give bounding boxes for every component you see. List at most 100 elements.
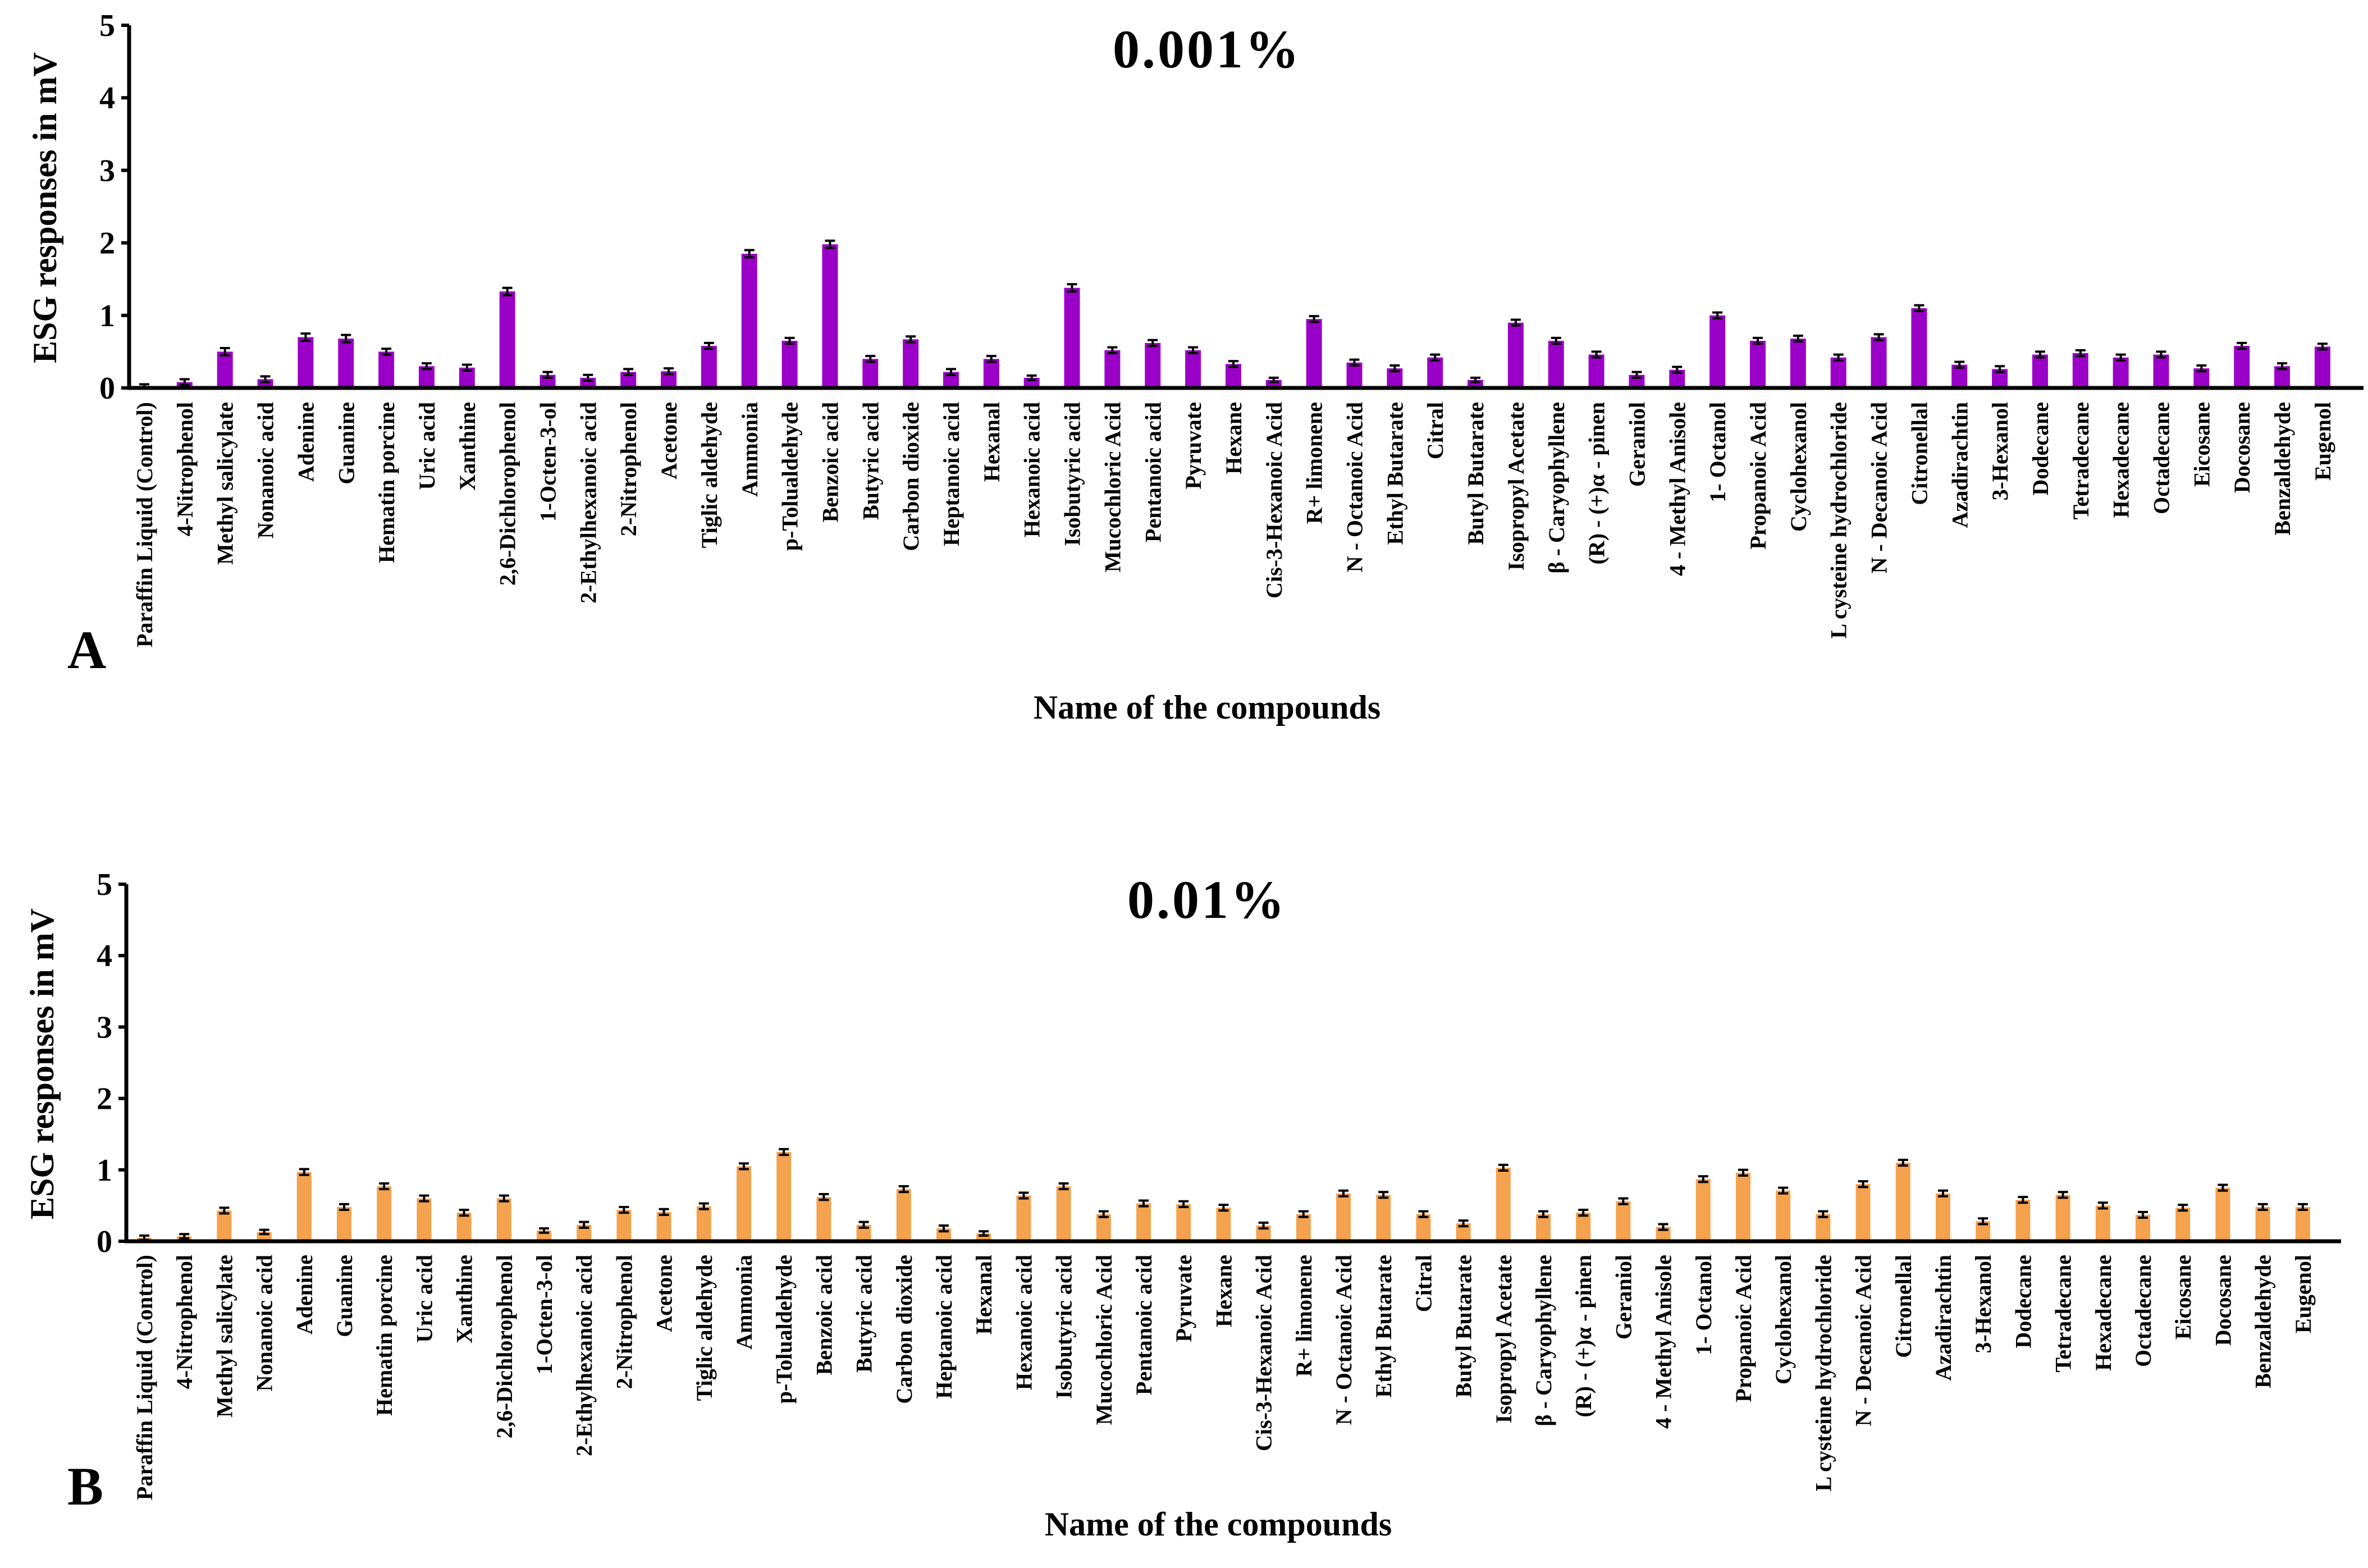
bar bbox=[1185, 350, 1201, 388]
x-tick-label: Propanoic Acid bbox=[1745, 402, 1771, 550]
x-tick-label: Butyric acid bbox=[852, 1255, 877, 1373]
x-tick-label: Isopropyl Acetate bbox=[1491, 1255, 1516, 1423]
x-tick-label: Eugenol bbox=[2310, 402, 2335, 481]
x-tick-label: Pyruvate bbox=[1171, 1255, 1196, 1342]
bar bbox=[2295, 1206, 2310, 1241]
x-tick-label: Ammonia bbox=[737, 402, 762, 497]
x-tick-label: Paraffin Liquid (Control) bbox=[132, 402, 157, 647]
x-tick-label: R+ limonene bbox=[1291, 1255, 1316, 1377]
bar bbox=[1016, 1195, 1031, 1241]
x-tick-label: Eugenol bbox=[2291, 1255, 2316, 1333]
y-axis-ticks: 0 1 2 3 4 5 bbox=[97, 867, 126, 1259]
category-labels: Paraffin Liquid (Control) 4-Nitrophenol Me… bbox=[132, 1255, 2316, 1500]
chart-title: 0.001% bbox=[1113, 19, 1301, 79]
bar bbox=[2095, 1205, 2110, 1241]
bar bbox=[1911, 308, 1927, 388]
x-tick-label: Adenine bbox=[292, 1255, 317, 1334]
x-tick-label: Hexanoic acid bbox=[1011, 1255, 1036, 1390]
x-tick-label: Tiglic aldehyde bbox=[692, 1255, 717, 1401]
bar bbox=[1496, 1167, 1511, 1241]
x-tick-label: Cis-3-Hexanoic Acid bbox=[1251, 1255, 1277, 1451]
bar bbox=[2215, 1187, 2230, 1241]
x-tick-label: 1- Octanol bbox=[1691, 1255, 1716, 1355]
y-tick-label: 3 bbox=[97, 1010, 112, 1045]
panel-b: 0.01% B ESG responses in mV Name of the … bbox=[24, 867, 2341, 1543]
bar bbox=[337, 1206, 351, 1241]
y-tick-label: 1 bbox=[97, 1153, 112, 1188]
x-tick-label: Guanine bbox=[333, 402, 359, 484]
bar bbox=[1588, 354, 1604, 388]
bar bbox=[2113, 357, 2129, 388]
bars bbox=[136, 239, 2330, 389]
bar bbox=[701, 346, 717, 388]
x-tick-label: Cyclohexanol bbox=[1786, 402, 1811, 532]
bar bbox=[1855, 1184, 1871, 1241]
x-tick-label: Methyl salicylate bbox=[213, 402, 238, 565]
x-tick-label: Hexadecane bbox=[2091, 1255, 2116, 1371]
y-tick-label: 4 bbox=[97, 939, 112, 973]
x-tick-label: Hematin porcine bbox=[374, 402, 399, 563]
x-tick-label: N - Decanoic Acid bbox=[1867, 402, 1892, 574]
x-tick-label: 4 - Methyl Anisole bbox=[1665, 402, 1690, 576]
x-tick-label: Ethyl Butarate bbox=[1371, 1255, 1396, 1397]
x-tick-label: Benzoic acid bbox=[811, 1255, 836, 1375]
bar bbox=[2175, 1208, 2191, 1241]
x-tick-label: Citral bbox=[1423, 402, 1448, 459]
x-tick-label: Heptanoic acid bbox=[931, 1255, 957, 1399]
x-tick-label: Mucochloric Acid bbox=[1091, 1255, 1117, 1425]
y-tick-label: 5 bbox=[97, 867, 112, 902]
bar bbox=[1296, 1214, 1311, 1241]
x-tick-label: 1-Octen-3-ol bbox=[532, 1255, 557, 1374]
bar bbox=[1336, 1193, 1351, 1241]
x-tick-label: Carbon dioxide bbox=[898, 402, 924, 551]
x-axis-title: Name of the compounds bbox=[1034, 689, 1380, 726]
bar bbox=[776, 1152, 792, 1241]
bar bbox=[1709, 315, 1726, 388]
bar bbox=[338, 339, 354, 388]
x-tick-label: Benzaldehyde bbox=[2251, 1255, 2276, 1388]
bar bbox=[1216, 1208, 1231, 1241]
x-tick-label: Xanthine bbox=[455, 402, 480, 491]
bar bbox=[1830, 357, 1846, 388]
x-tick-label: N - Octanoic Acid bbox=[1331, 1255, 1356, 1425]
bar bbox=[217, 1210, 232, 1241]
x-tick-label: Butyric acid bbox=[858, 402, 883, 520]
x-tick-label: β - Caryophyllene bbox=[1531, 1255, 1556, 1427]
bar bbox=[862, 359, 879, 388]
y-axis-title: ESG responses in mV bbox=[24, 908, 61, 1219]
bar bbox=[1104, 350, 1121, 388]
x-tick-label: Acetone bbox=[652, 1255, 677, 1332]
y-tick-label: 1 bbox=[99, 299, 115, 333]
bar bbox=[1507, 322, 1524, 388]
x-tick-label: Propanoic Acid bbox=[1731, 1255, 1756, 1402]
bars bbox=[137, 1148, 2310, 1241]
panel-letter: A bbox=[67, 620, 106, 680]
x-tick-label: Pentanoic acid bbox=[1131, 1255, 1156, 1395]
x-tick-label: 4-Nitrophenol bbox=[172, 1255, 197, 1389]
bar bbox=[1096, 1214, 1111, 1241]
x-tick-label: 4-Nitrophenol bbox=[172, 402, 198, 536]
bar bbox=[1895, 1163, 1910, 1241]
x-tick-label: L cysteine hydrochloride bbox=[1811, 1255, 1836, 1491]
bar bbox=[696, 1206, 711, 1241]
bar bbox=[1427, 357, 1443, 388]
bar bbox=[1790, 339, 1806, 388]
y-tick-label: 0 bbox=[97, 1224, 112, 1259]
x-tick-label: N - Decanoic Acid bbox=[1851, 1255, 1876, 1427]
x-tick-label: Nonanoic acid bbox=[252, 1255, 277, 1391]
bar bbox=[417, 1198, 432, 1241]
x-tick-label: 2-Ethylhexanoic acid bbox=[572, 1255, 597, 1456]
bar bbox=[1816, 1214, 1831, 1241]
bar bbox=[296, 1172, 312, 1241]
bar bbox=[2015, 1200, 2031, 1241]
bar bbox=[903, 339, 919, 388]
y-tick-label: 4 bbox=[99, 81, 115, 116]
bar bbox=[456, 1213, 472, 1241]
x-tick-label: Citral bbox=[1411, 1255, 1436, 1312]
x-tick-label: Heptanoic acid bbox=[939, 402, 964, 546]
bar bbox=[1064, 287, 1080, 388]
bar bbox=[816, 1197, 831, 1241]
bar bbox=[2055, 1195, 2070, 1241]
